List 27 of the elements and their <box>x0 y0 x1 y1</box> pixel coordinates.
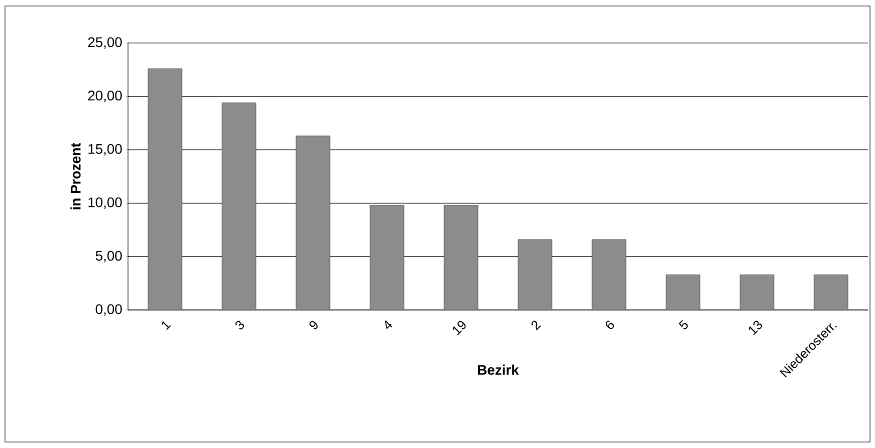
bar <box>592 239 626 310</box>
bar <box>296 136 330 310</box>
y-tick-label: 0,00 <box>96 304 122 316</box>
x-tick-label: 6 <box>606 320 614 330</box>
bar <box>518 239 552 310</box>
y-tick-label: 20,00 <box>88 90 122 102</box>
x-tick-label: 4 <box>385 320 392 329</box>
x-axis-title: Bezirk <box>478 364 519 375</box>
x-tick-label: 1 <box>162 321 171 330</box>
x-tick-label: 2 <box>531 320 541 330</box>
bar <box>222 102 256 310</box>
bar <box>814 274 848 310</box>
y-axis-title: in Prozent <box>70 142 81 210</box>
bar <box>740 274 774 310</box>
bar <box>666 274 700 310</box>
x-tick-label: 3 <box>235 320 244 330</box>
x-tick-label: 13 <box>748 320 762 336</box>
x-tick-label: 9 <box>309 320 318 330</box>
bar <box>370 205 404 310</box>
y-tick-label: 25,00 <box>88 37 122 49</box>
y-tick-label: 10,00 <box>88 197 122 209</box>
bar <box>148 68 182 310</box>
bar <box>444 205 478 310</box>
y-tick-label: 5,00 <box>96 250 122 262</box>
y-tick-label: 15,00 <box>88 144 122 156</box>
x-tick-label: 5 <box>678 320 688 330</box>
x-tick-label: 19 <box>452 320 466 336</box>
